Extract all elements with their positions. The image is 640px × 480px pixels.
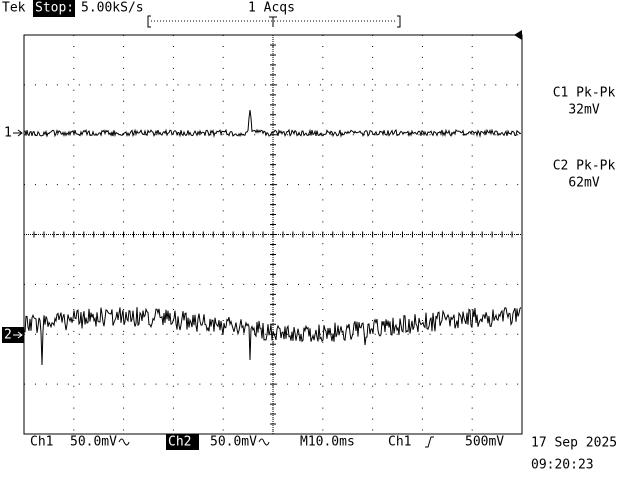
channel-marker: 2 [4,328,12,343]
ch1-label: Ch1 [30,435,53,450]
ch2-label: Ch2 [168,435,191,450]
trigger-slope-icon [425,436,434,448]
acquisitions: 1 Acqs [248,1,295,16]
ch1-scale: 50.0mV [70,435,117,450]
measurement-value: 62mV [568,176,599,191]
ch2-label-background [166,434,199,450]
coupling-icon [118,438,130,446]
timebase: M10.0ms [300,435,355,450]
date: 17 Sep 2025 [531,436,617,451]
channel-marker: 1 [4,126,12,141]
ch2-scale: 50.0mV [210,435,257,450]
sample-rate: 5.00kS/s [81,1,144,16]
brand: Tek [2,1,26,16]
marker-arrow [13,129,23,137]
trigger-level: 500mV [465,435,504,450]
time: 09:20:23 [531,458,594,473]
record-bracket [147,15,401,28]
measurement-label: C1 Pk-Pk [553,86,616,101]
channel-1-trace [24,109,522,138]
trigger-position [514,30,522,40]
run-state: Stop: [35,1,74,16]
state-background [33,0,75,17]
marker-arrow [13,331,23,339]
measurement-label: C2 Pk-Pk [553,159,616,174]
measurement-value: 32mV [568,103,599,118]
graticule [23,34,523,435]
channel-2-trace [24,307,522,366]
trigger-source: Ch1 [388,435,411,450]
coupling-icon [258,438,270,446]
center-ticks [23,34,523,425]
